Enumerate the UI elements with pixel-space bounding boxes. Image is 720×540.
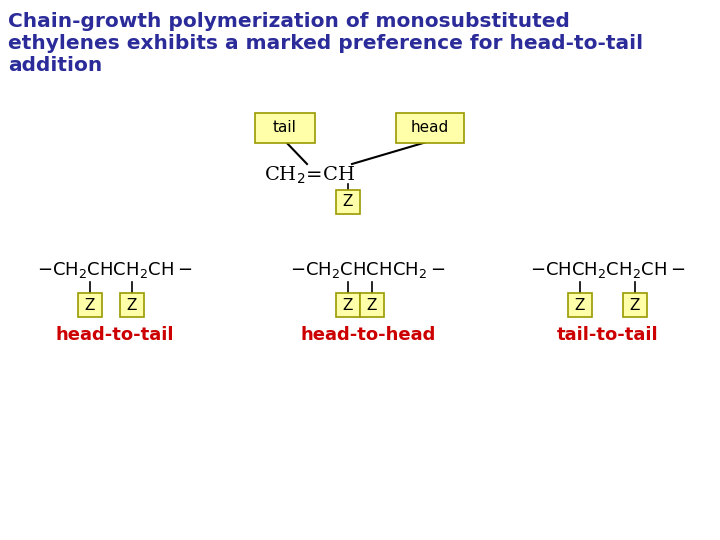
FancyBboxPatch shape xyxy=(78,293,102,317)
Text: Z: Z xyxy=(343,298,354,313)
Text: Z: Z xyxy=(630,298,640,313)
FancyBboxPatch shape xyxy=(396,113,464,143)
Text: Chain-growth polymerization of monosubstituted: Chain-growth polymerization of monosubst… xyxy=(8,12,570,31)
Text: CH$_2\!=\!$CH: CH$_2\!=\!$CH xyxy=(264,164,356,186)
Text: $\mathsf{-CH_2CHCHCH_2-}$: $\mathsf{-CH_2CHCHCH_2-}$ xyxy=(290,260,446,280)
Text: addition: addition xyxy=(8,56,102,75)
Text: tail: tail xyxy=(273,120,297,136)
Text: $\mathsf{-CH_2CHCH_2CH-}$: $\mathsf{-CH_2CHCH_2CH-}$ xyxy=(37,260,193,280)
Text: ethylenes exhibits a marked preference for head-to-tail: ethylenes exhibits a marked preference f… xyxy=(8,34,643,53)
Text: Z: Z xyxy=(343,194,354,210)
Text: head-to-head: head-to-head xyxy=(300,326,436,344)
Text: Z: Z xyxy=(366,298,377,313)
Text: head-to-tail: head-to-tail xyxy=(55,326,174,344)
Text: head: head xyxy=(411,120,449,136)
Text: Z: Z xyxy=(127,298,138,313)
FancyBboxPatch shape xyxy=(623,293,647,317)
FancyBboxPatch shape xyxy=(255,113,315,143)
Text: $\mathsf{-CHCH_2CH_2CH-}$: $\mathsf{-CHCH_2CH_2CH-}$ xyxy=(530,260,685,280)
FancyBboxPatch shape xyxy=(360,293,384,317)
FancyBboxPatch shape xyxy=(120,293,144,317)
Text: tail-to-tail: tail-to-tail xyxy=(557,326,659,344)
Text: Z: Z xyxy=(85,298,95,313)
Text: Z: Z xyxy=(575,298,585,313)
FancyBboxPatch shape xyxy=(568,293,592,317)
FancyBboxPatch shape xyxy=(336,190,360,214)
FancyBboxPatch shape xyxy=(336,293,360,317)
